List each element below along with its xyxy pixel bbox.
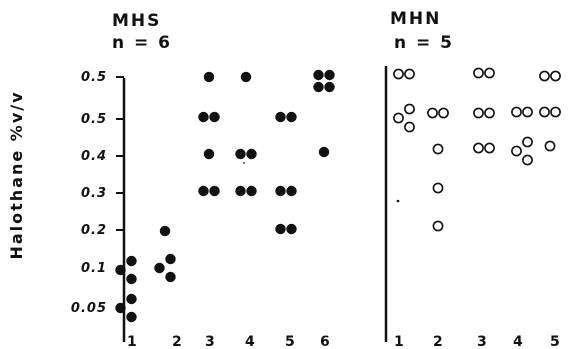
open-data-point — [539, 106, 550, 118]
x-tick-label: 1 — [394, 334, 404, 349]
x-tick-label: 3 — [477, 334, 487, 349]
filled-data-point — [115, 302, 126, 314]
open-data-point — [393, 112, 404, 124]
open-data-point — [511, 145, 522, 157]
data-points — [115, 67, 561, 323]
filled-data-point — [275, 185, 286, 197]
x-tick-label: 2 — [433, 334, 443, 349]
open-data-point — [473, 67, 484, 79]
filled-data-point — [203, 71, 215, 83]
filled-data-point — [286, 185, 297, 197]
filled-data-point — [203, 148, 215, 160]
open-data-point — [432, 182, 444, 194]
open-data-point — [438, 107, 449, 119]
filled-data-point — [240, 71, 252, 83]
filled-data-point — [286, 111, 297, 123]
filled-data-point — [159, 225, 171, 237]
y-tick-label: 0.2 — [81, 223, 107, 238]
filled-data-point — [246, 185, 257, 197]
open-data-point — [484, 142, 495, 154]
open-data-point — [522, 106, 533, 118]
y-tick-label: 0.05 — [71, 301, 107, 316]
open-data-point — [404, 68, 415, 80]
x-tick-label: 4 — [513, 334, 523, 349]
filled-data-point — [209, 185, 220, 197]
y-tick-label: 0.1 — [81, 261, 107, 276]
open-data-point — [404, 103, 415, 115]
x-tick-label: 5 — [285, 334, 295, 349]
x-tick-label: 1 — [127, 334, 137, 349]
open-data-point — [432, 143, 444, 155]
open-data-point — [427, 107, 438, 119]
filled-data-point — [324, 69, 335, 81]
y-tick-label: 0.5 — [81, 70, 107, 85]
open-data-point — [539, 70, 550, 82]
open-data-point — [544, 140, 556, 152]
filled-data-point — [126, 255, 137, 267]
y-tick-label: 0.5 — [81, 112, 107, 127]
filled-data-point — [275, 223, 286, 235]
filled-data-point — [115, 264, 126, 276]
open-data-point — [484, 107, 495, 119]
panel-n-mhs: n = 6 — [112, 33, 172, 53]
open-data-point — [550, 70, 561, 82]
filled-data-point — [198, 111, 209, 123]
filled-data-point — [198, 185, 209, 197]
open-data-point — [473, 107, 484, 119]
y-tick-label: 0.3 — [81, 186, 107, 201]
speck-mark — [396, 199, 400, 203]
filled-data-point — [275, 111, 286, 123]
filled-data-point — [313, 81, 324, 93]
filled-data-point — [165, 271, 176, 283]
open-data-point — [522, 136, 533, 148]
y-tick-label: 0.4 — [81, 149, 107, 164]
speck-mark — [243, 162, 245, 164]
open-data-point — [522, 154, 533, 166]
open-data-point — [484, 67, 495, 79]
filled-data-point — [126, 311, 137, 323]
panel-n-mhn: n = 5 — [394, 33, 454, 53]
x-tick-label: 2 — [172, 334, 182, 349]
open-data-point — [511, 106, 522, 118]
open-data-point — [404, 121, 415, 133]
filled-data-point — [324, 81, 335, 93]
panel-header-mhs: MHS — [112, 11, 161, 31]
open-data-point — [473, 142, 484, 154]
x-tick-label: 3 — [205, 334, 215, 349]
filled-data-point — [246, 148, 257, 160]
x-tick-label: 4 — [245, 334, 255, 349]
filled-data-point — [235, 185, 246, 197]
x-tick-label: 5 — [550, 334, 560, 349]
filled-data-point — [286, 223, 297, 235]
filled-data-point — [154, 262, 165, 274]
filled-data-point — [165, 253, 176, 265]
filled-data-point — [318, 146, 330, 158]
filled-data-point — [126, 293, 137, 305]
y-axis-label: Halothane %v/v — [7, 90, 26, 259]
open-data-point — [550, 106, 561, 118]
x-tick-label: 6 — [320, 334, 330, 349]
filled-data-point — [209, 111, 220, 123]
panel-header-mhn: MHN — [390, 9, 441, 29]
filled-data-point — [126, 273, 137, 285]
filled-data-point — [313, 69, 324, 81]
open-data-point — [432, 220, 444, 232]
open-data-point — [393, 68, 404, 80]
filled-data-point — [235, 148, 246, 160]
